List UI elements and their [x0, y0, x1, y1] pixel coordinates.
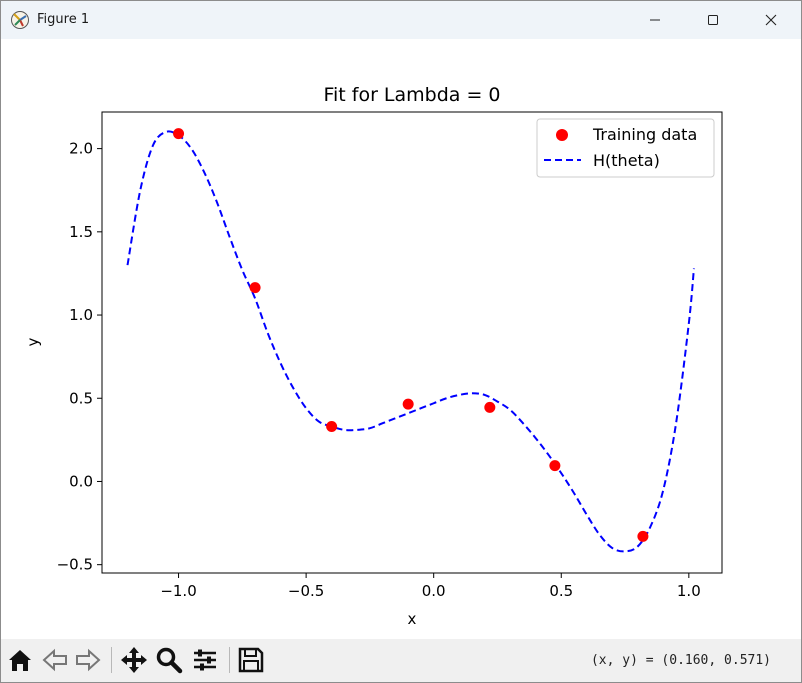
data-point-training	[402, 398, 414, 410]
axes-frame	[101, 111, 723, 574]
x-tick-label: 0.5	[549, 582, 573, 600]
cursor-coordinates: (x, y) = (0.160, 0.571)	[590, 653, 771, 668]
toolbar-separator	[111, 647, 112, 673]
configure-subplots-button[interactable]	[190, 645, 220, 675]
data-point-training	[249, 282, 261, 294]
back-button[interactable]	[40, 645, 70, 675]
close-button[interactable]	[743, 1, 799, 39]
y-tick-label: 1.0	[69, 306, 93, 324]
zoom-button[interactable]	[154, 645, 184, 675]
plot-area[interactable]	[126, 128, 695, 553]
forward-arrow-icon	[76, 648, 101, 672]
toolbar-separator	[229, 647, 230, 673]
chart-title: Fit for Lambda = 0	[323, 84, 500, 106]
data-point-training	[173, 128, 185, 140]
y-tick-label: 1.5	[69, 223, 93, 241]
forward-button[interactable]	[73, 645, 103, 675]
title-bar[interactable]: Figure 1	[1, 1, 801, 39]
minimize-icon	[650, 19, 660, 21]
window-title: Figure 1	[37, 12, 90, 27]
zoom-icon	[156, 647, 183, 674]
pan-button[interactable]	[119, 645, 149, 675]
minimize-button[interactable]	[627, 1, 683, 39]
y-tick-label: 2.0	[69, 140, 93, 158]
pan-icon	[121, 647, 147, 673]
matplotlib-icon	[11, 11, 29, 29]
y-tick-label: 0.5	[69, 389, 93, 407]
y-tick-label: 0.0	[69, 472, 93, 490]
legend-label-training-data: Training data	[592, 125, 697, 144]
legend: Training data H(theta)	[536, 118, 715, 178]
x-tick-label: 0.0	[422, 582, 446, 600]
back-arrow-icon	[42, 648, 67, 672]
maximize-button[interactable]	[685, 1, 741, 39]
home-button[interactable]	[5, 645, 35, 675]
home-icon	[9, 650, 31, 671]
x-tick-label: −1.0	[160, 582, 196, 600]
x-tick-label: −0.5	[288, 582, 324, 600]
series-line-h-theta	[126, 130, 695, 553]
legend-marker-training-data	[556, 129, 568, 141]
save-button[interactable]	[236, 645, 266, 675]
save-icon	[238, 647, 264, 673]
x-axis-label: x	[408, 610, 417, 628]
y-axis-label: y	[24, 337, 42, 346]
data-point-training	[549, 460, 561, 472]
y-tick-label: −0.5	[57, 556, 93, 574]
figure-canvas[interactable]: Fit for Lambda = 0 x y −1.0 −0.5 0.0 0.5 1.0…	[1, 39, 801, 639]
data-point-training	[637, 530, 649, 542]
legend-label-h-theta: H(theta)	[593, 151, 660, 170]
data-point-training	[326, 421, 338, 433]
legend-box	[536, 118, 715, 178]
navigation-toolbar: (x, y) = (0.160, 0.571)	[1, 639, 801, 682]
configure-subplots-icon	[194, 649, 216, 671]
x-tick-label: 1.0	[677, 582, 701, 600]
close-icon	[765, 14, 777, 26]
maximize-icon	[708, 15, 718, 25]
data-point-training	[484, 401, 496, 413]
